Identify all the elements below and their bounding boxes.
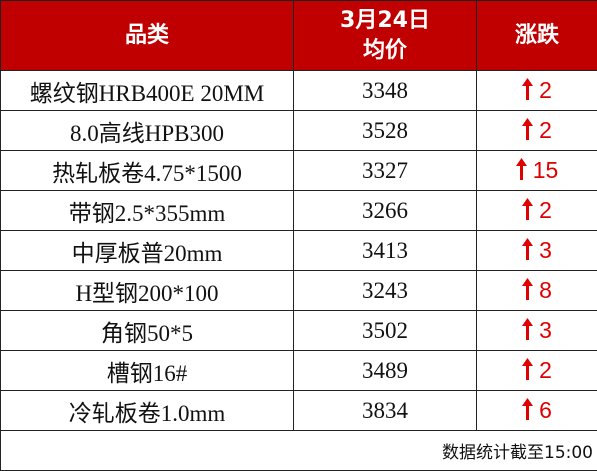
header-line: 均价 [362,37,407,63]
up-arrow [522,278,534,300]
up-arrow [522,198,534,220]
category-cell: 中厚板普20mm [0,230,294,271]
table-header: 品类 3月24日 均价 涨跌 [0,0,597,71]
table-row: 中厚板普20mm 3413 3 [0,230,597,271]
price-cell: 3266 [293,190,477,231]
category-cell: 角钢50*5 [0,310,294,351]
header-line: 3月24日 [340,7,430,33]
category-cell: 槽钢16# [0,350,294,391]
header-cell: 涨跌 [476,0,597,71]
footer-row: 数据统计截至15:00 [0,430,597,471]
price-cell: 3489 [293,350,477,391]
up-arrow [522,358,534,380]
price-cell: 3528 [293,110,477,151]
arrow-shape [522,278,534,300]
change-cell: 2 [476,110,597,151]
change-value: 3 [539,237,552,263]
table-row: 冷轧板卷1.0mm 3834 6 [0,390,597,431]
table-footer: 数据统计截至15:00 [0,430,597,471]
table-row: 角钢50*5 3502 3 [0,310,597,351]
change-cell: 8 [476,270,597,311]
change-cell: 2 [476,70,597,111]
table-row: 热轧板卷4.75*1500 3327 15 [0,150,597,191]
change-cell: 6 [476,390,597,431]
change-value: 2 [539,77,552,103]
change-value: 6 [539,397,552,423]
price-cell: 3502 [293,310,477,351]
change-cell: 3 [476,310,597,351]
change-value: 15 [532,157,559,183]
category-cell: 带钢2.5*355mm [0,190,294,231]
category-cell: 冷轧板卷1.0mm [0,390,294,431]
table-row: H型钢200*100 3243 8 [0,270,597,311]
arrow-shape [515,158,527,180]
change-value: 2 [539,117,552,143]
table-body: 螺纹钢HRB400E 20MM 3348 2 8.0高线HPB300 3528 2 热轧板卷… [0,70,597,431]
table-row: 8.0高线HPB300 3528 2 [0,110,597,151]
header-row: 品类 3月24日 均价 涨跌 [0,0,597,71]
price-cell: 3327 [293,150,477,191]
price-cell: 3348 [293,70,477,111]
arrow-shape [522,398,534,420]
table-row: 槽钢16# 3489 2 [0,350,597,391]
arrow-shape [522,318,534,340]
header-cell: 3月24日均价 [293,0,477,71]
up-arrow [522,238,534,260]
change-cell: 2 [476,190,597,231]
table-row: 带钢2.5*355mm 3266 2 [0,190,597,231]
arrow-shape [522,238,534,260]
price-cell: 3834 [293,390,477,431]
change-value: 2 [539,197,552,223]
arrow-shape [522,358,534,380]
up-arrow [522,78,534,100]
price-cell: 3413 [293,230,477,271]
change-value: 8 [539,277,552,303]
change-value: 3 [539,317,552,343]
change-cell: 15 [476,150,597,191]
up-arrow [522,318,534,340]
up-arrow [522,118,534,140]
change-cell: 3 [476,230,597,271]
arrow-shape [522,118,534,140]
category-cell: H型钢200*100 [0,270,294,311]
category-cell: 热轧板卷4.75*1500 [0,150,294,191]
change-cell: 2 [476,350,597,391]
arrow-shape [522,198,534,220]
arrow-shape [522,78,534,100]
category-cell: 8.0高线HPB300 [0,110,294,151]
up-arrow [515,158,527,180]
category-cell: 螺纹钢HRB400E 20MM [0,70,294,111]
table-row: 螺纹钢HRB400E 20MM 3348 2 [0,70,597,111]
header-cell: 品类 [0,0,294,71]
up-arrow [522,398,534,420]
price-cell: 3243 [293,270,477,311]
change-value: 2 [539,357,552,383]
footer-note: 数据统计截至15:00 [0,430,597,471]
